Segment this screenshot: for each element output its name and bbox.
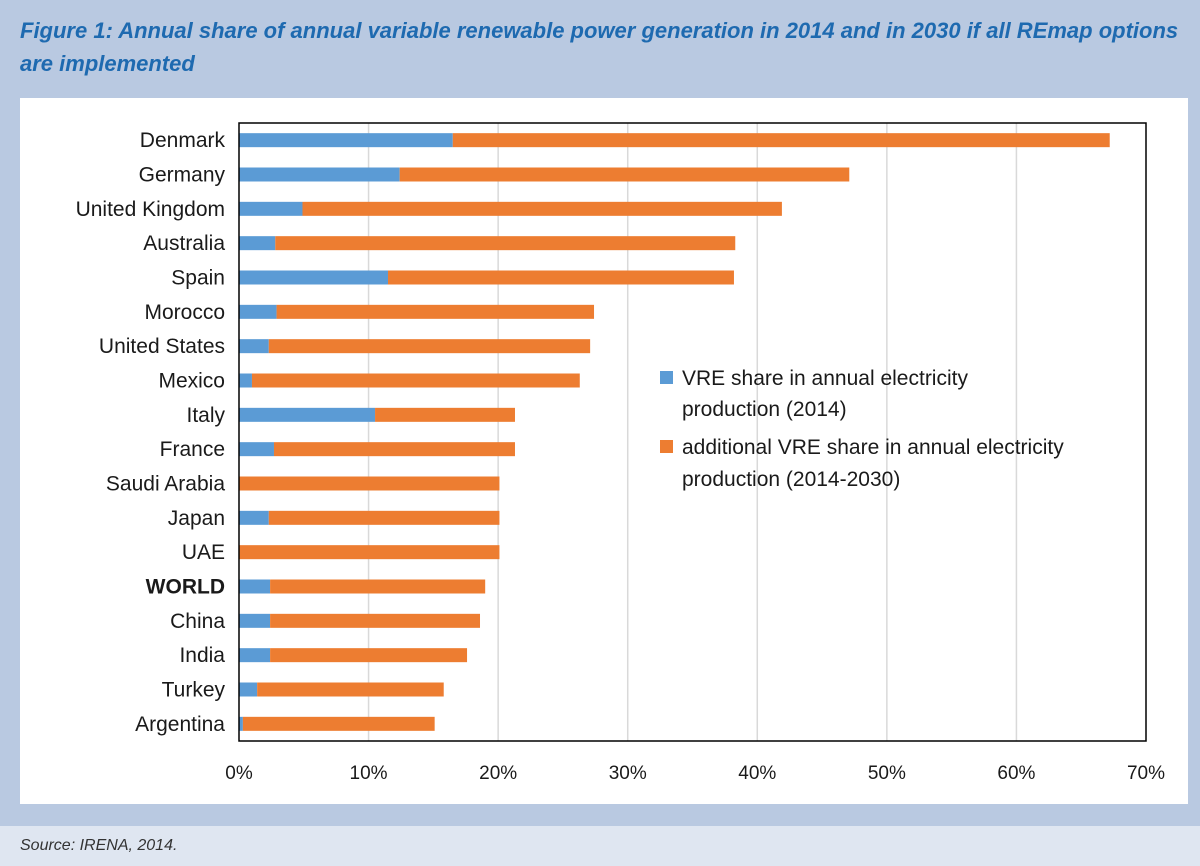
bar-segment-additional [270,648,468,663]
bar-segment-2014 [239,716,243,731]
bar-segment-additional [399,167,850,182]
legend-label-2014-line-2: production (2014) [682,398,847,421]
bar-segment-2014 [239,613,271,628]
category-label: Denmark [140,129,226,152]
category-label: France [160,438,225,461]
bar-segment-additional [239,545,500,560]
category-label: WORLD [146,576,225,599]
bar-segment-additional [273,442,515,457]
bar-segment-additional [302,201,782,216]
bar-chart: Denmark Germany United Kingdom Australia Spa… [76,122,1165,784]
legend-label-additional-line-2: production (2014-2030) [682,468,900,491]
category-label: Germany [139,164,226,187]
legend-label-2014: VRE share in annual electricity producti… [682,367,974,421]
bars [239,133,1110,731]
x-tick-label: 0% [225,763,253,784]
bar-segment-2014 [239,167,400,182]
bar-segment-additional [242,716,435,731]
category-label: UAE [182,541,225,564]
plot-frame [238,122,1147,742]
category-label: Argentina [135,713,225,736]
category-label: Japan [168,507,225,530]
legend-label-additional: additional VRE share in annual electrici… [682,436,1070,491]
category-label: United Kingdom [76,198,225,221]
category-label: Turkey [162,679,226,702]
bar-segment-additional [388,270,734,285]
x-tick-label: 70% [1127,763,1165,784]
bar-segment-2014 [239,373,252,388]
category-label: United States [99,335,225,358]
bar-segment-additional [452,133,1110,148]
category-labels: Denmark Germany United Kingdom Australia Spa… [76,129,226,736]
bar-segment-additional [251,373,580,388]
bar-segment-additional [268,510,500,525]
category-label: Spain [171,267,225,290]
legend-label-additional-line-1: additional VRE share in annual electrici… [682,436,1064,459]
bar-segment-2014 [239,579,271,594]
category-label: Mexico [158,370,225,393]
x-tick-label: 10% [350,763,388,784]
legend-label-2014-line-1: VRE share in annual electricity [682,367,968,390]
bar-segment-additional [270,613,481,628]
bar-segment-additional [257,682,444,697]
category-label: Italy [186,404,225,427]
figure-title: Figure 1: Annual share of annual variabl… [20,18,1179,76]
source-note: Source: IRENA, 2014. [20,837,178,854]
bar-segment-2014 [239,682,258,697]
bar-segment-2014 [239,236,276,251]
bar-segment-additional [276,304,595,319]
bar-segment-2014 [239,442,274,457]
bar-segment-2014 [239,304,277,319]
bar-segment-2014 [239,339,269,354]
x-tick-label: 50% [868,763,906,784]
bar-segment-additional [268,339,591,354]
gridlines [367,123,1018,741]
bar-segment-2014 [239,648,271,663]
bar-segment-additional [239,476,500,491]
bar-segment-2014 [239,510,269,525]
category-label: Saudi Arabia [106,473,225,496]
category-label: Morocco [144,301,225,324]
x-tick-label: 60% [997,763,1035,784]
legend-swatch-additional [660,440,673,453]
x-tick-label: 30% [609,763,647,784]
category-label: China [170,610,225,633]
bar-segment-2014 [239,270,389,285]
chart-panel: Denmark Germany United Kingdom Australia Spa… [20,98,1188,804]
bar-segment-2014 [239,133,453,148]
bar-segment-additional [375,407,515,422]
bar-segment-2014 [239,407,376,422]
bar-segment-additional [275,236,736,251]
x-tick-labels: 0% 10% 20% 30% 40% 50% 60% 70% [225,763,1165,784]
legend: VRE share in annual electricity producti… [660,367,1070,491]
category-label: Australia [143,232,225,255]
x-tick-label: 40% [738,763,776,784]
legend-swatch-2014 [660,371,673,384]
bar-segment-2014 [239,201,303,216]
source-bar: Source: IRENA, 2014. [0,826,1200,866]
bar-segment-additional [270,579,486,594]
category-label: India [179,644,225,667]
x-tick-label: 20% [479,763,517,784]
